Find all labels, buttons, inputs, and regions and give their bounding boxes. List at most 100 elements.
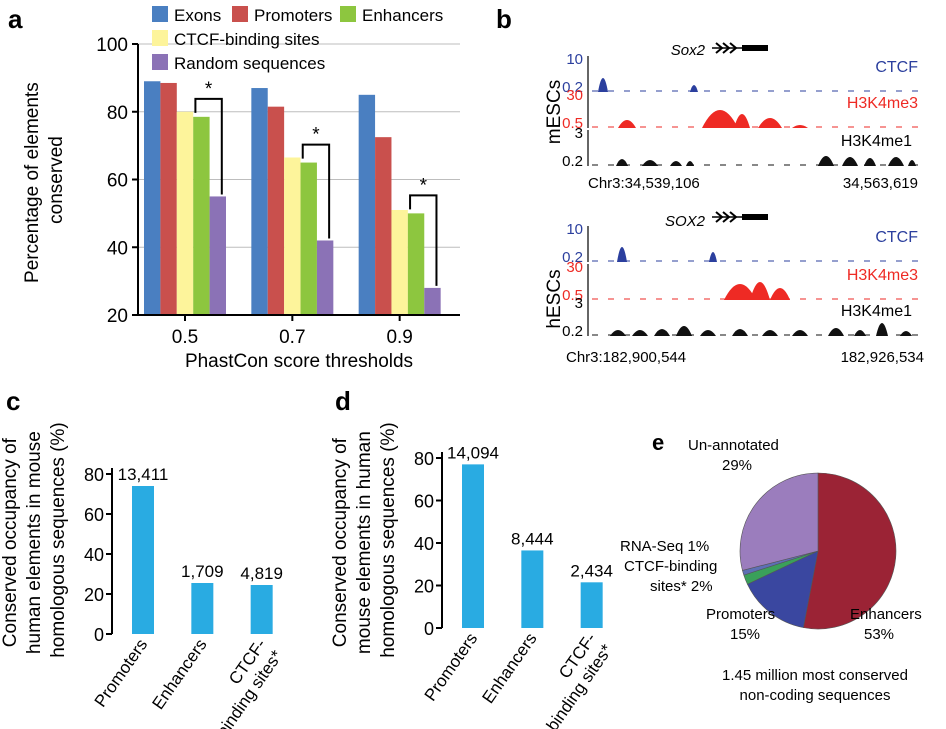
y-tick-label: 20: [84, 585, 104, 605]
pie-label-rnaseq: RNA-Seq 1%: [620, 538, 709, 555]
pie-caption-line2: non-coding sequences: [740, 687, 891, 704]
bar-data-label: 2,434: [570, 561, 613, 580]
panel-a-legend-label: Enhancers: [362, 6, 443, 25]
track-signal: [592, 323, 920, 336]
bar: [132, 486, 154, 634]
bar-data-label: 13,411: [118, 465, 169, 484]
y-tick-label: 20: [414, 577, 434, 597]
panel-c-y-label: Conserved occupancy of human elements in…: [0, 422, 69, 658]
bar: [521, 550, 544, 628]
track-scale-top: 3: [575, 125, 583, 142]
track-scale-top: 30: [566, 87, 583, 104]
track-name: CTCF: [875, 59, 918, 76]
pie-slice: [803, 472, 897, 630]
panel-c-y-label-line1: Conserved occupancy of: [0, 437, 21, 647]
y-tick-label: 80: [84, 465, 104, 485]
panel-d-chart: 0 20 40 60 80 14,094 Promoters 8,444 Enhancers 2,…: [414, 443, 617, 729]
pie-pct-ctcf: 2%: [691, 578, 713, 595]
panel-a-legend-swatch: [152, 30, 168, 46]
panel-a-bar: [375, 137, 392, 315]
panel-a-x-tick-label: 0.5: [172, 327, 198, 348]
y-tick-label: 80: [414, 449, 434, 469]
panel-a-y-label-line1: Percentage of elements: [22, 82, 43, 283]
panel-a-bars: [144, 81, 441, 315]
panel-a-significance-bracket: [409, 194, 438, 286]
track-scale-bottom: 0.2: [562, 323, 583, 340]
track-scale-top: 10: [566, 221, 583, 238]
track-scale-top: 30: [566, 259, 583, 276]
panel-a-significance-star: *: [420, 175, 428, 196]
pie-label-rnaseq-name: RNA-Seq: [620, 538, 683, 555]
mouse-tracks: 10 0.2 CTCF 30 0.5 H3K4me3 3 0.2 H3K4me1: [562, 51, 920, 170]
track-name: CTCF: [875, 229, 918, 246]
mouse-gene-name: Sox2: [671, 42, 706, 59]
panel-a-significance: * * *: [194, 79, 438, 286]
pie-pct-rnaseq: 1%: [688, 538, 710, 555]
panel-a-y-tick-label: 100: [96, 35, 128, 56]
mouse-locus-left: Chr3:34,539,106: [588, 175, 700, 192]
panel-a-legend: Exons Promoters Enhancers CTCF-binding site…: [152, 6, 443, 73]
panel-c: c Conserved occupancy of human elements …: [0, 386, 287, 729]
panel-a-bar: [209, 196, 226, 315]
track-scale-bottom: 0.5: [562, 287, 583, 304]
panel-c-chart: 0 20 40 60 80 13,411 Promoters 1,709 Enhancers 4,…: [84, 465, 287, 729]
human-locus-left: Chr3:182,900,544: [566, 349, 686, 366]
panel-a-bar: [144, 81, 161, 315]
x-category-label: CTCF-binding sites*: [526, 629, 616, 729]
panel-a-y-ticks: 20 40 60 80 100: [96, 35, 138, 327]
panel-a-significance-star: *: [205, 79, 213, 100]
panel-a-x-label: PhastCon score thresholds: [185, 351, 413, 372]
panel-b: b Sox2 mESCs Chr3:34,539,106 34,563,619 …: [496, 4, 924, 366]
human-track-block: SOX2 hESCs Chr3:182,900,544 182,926,534 …: [544, 211, 924, 366]
track-scale-top: 10: [566, 51, 583, 68]
panel-a-y-label-line2: conserved: [46, 136, 67, 224]
x-category-label: CTCF-binding sites*: [196, 635, 286, 729]
panel-b-letter: b: [496, 4, 512, 34]
panel-a-x-tick-label: 0.9: [386, 327, 412, 348]
panel-c-y-label-line2: human elements in mouse: [24, 431, 45, 654]
y-tick-label: 0: [424, 619, 434, 639]
panel-a-bar: [251, 88, 268, 315]
x-category-label: Enhancers: [148, 635, 210, 712]
panel-a-y-tick-label: 20: [107, 306, 128, 327]
mouse-gene-arrow-icon: [712, 42, 768, 54]
track-scale-bottom: 0.2: [562, 79, 583, 96]
panel-d: d Conserved occupancy of mouse elements …: [330, 386, 617, 729]
human-tracks: 10 0.2 CTCF 30 0.5 H3K4me3 3 0.2 H3K4me1: [562, 221, 920, 340]
bar: [462, 464, 484, 628]
x-category-label: Enhancers: [478, 629, 540, 706]
panel-a-bar: [160, 82, 177, 315]
track-name: H3K4me3: [847, 267, 918, 284]
panel-a-significance-bracket: [301, 143, 331, 239]
track-scale-bottom: 0.5: [562, 115, 583, 132]
y-tick-label: 40: [84, 545, 104, 565]
panel-a-bar: [391, 209, 408, 315]
panel-a-bar: [407, 213, 425, 315]
pie-label-ctcf-name2: sites*: [650, 578, 687, 595]
panel-a-x-tick-label: 0.7: [279, 327, 305, 348]
pie-slice: [739, 472, 819, 571]
pie-label-enhancers: Enhancers: [850, 606, 922, 623]
y-tick-label: 60: [414, 492, 434, 512]
panel-d-y-label: Conserved occupancy of mouse elements in…: [330, 422, 399, 658]
y-tick-label: 40: [414, 534, 434, 554]
track-scale-top: 3: [575, 295, 583, 312]
panel-a-significance-star: *: [312, 125, 320, 146]
panel-a-y-label: Percentage of elements conserved: [22, 77, 67, 283]
panel-a-letter: a: [8, 4, 23, 34]
panel-c-letter: c: [6, 386, 20, 416]
panel-a-legend-label: Exons: [174, 6, 221, 25]
panel-e: e Un-annotated 29% RNA-Seq 1% CTCF-bindi…: [620, 430, 922, 704]
track-name: H3K4me3: [847, 95, 918, 112]
pie-label-ctcf-line1: CTCF-binding: [624, 558, 717, 575]
panel-d-y-label-line1: Conserved occupancy of: [330, 437, 351, 647]
human-gene-name: SOX2: [665, 213, 706, 230]
x-category-label: Promoters: [421, 629, 482, 704]
pie-label-ctcf-line2: sites* 2%: [650, 578, 713, 595]
panel-a-legend-swatch: [232, 6, 248, 22]
pie-pct-unannotated: 29%: [722, 457, 752, 474]
panel-a-bar: [316, 240, 334, 315]
panel-a: a * * * 20 40 60 80 100 0.5 0.7 0.9 Percentage o…: [8, 4, 460, 372]
panel-a-bar: [267, 106, 285, 315]
